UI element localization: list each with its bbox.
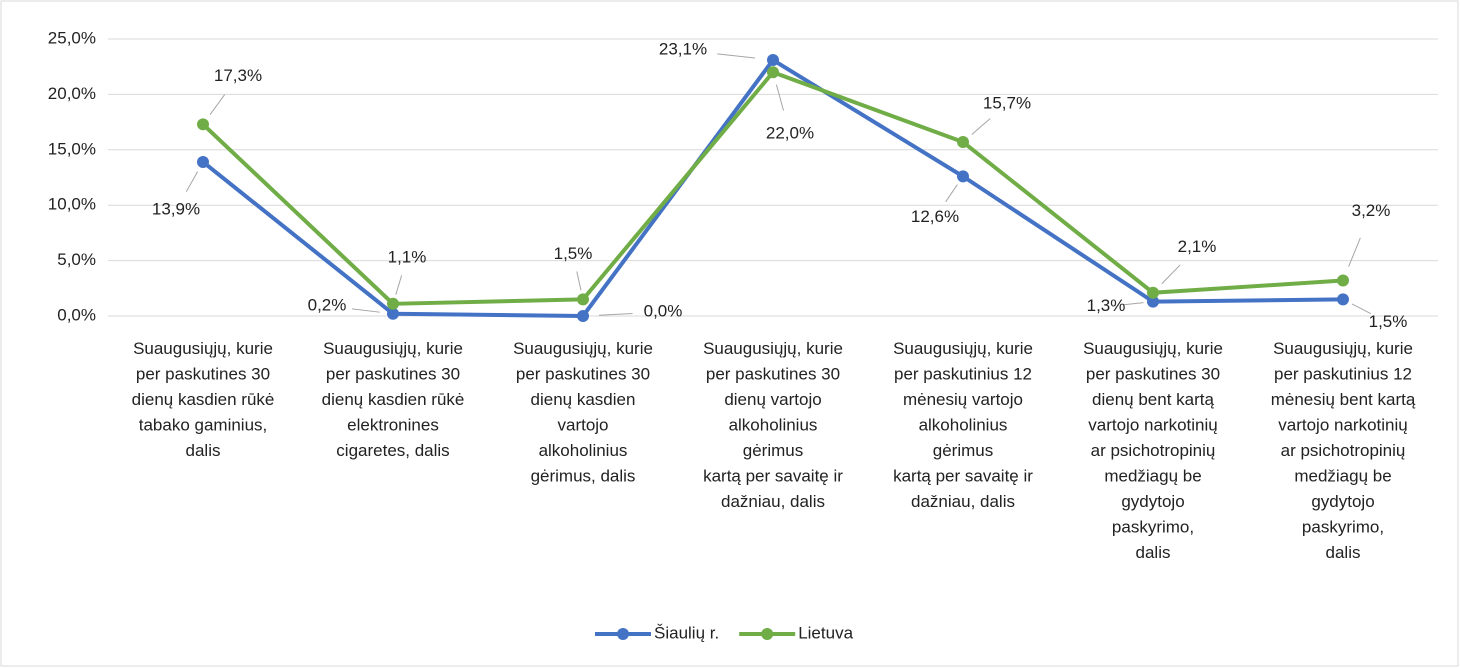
data-label: 12,6% (911, 207, 959, 226)
x-tick-label: Suaugusiųjų, kurie per paskutines 30 dienų… (513, 339, 653, 486)
marker (767, 66, 779, 79)
leader-line (1351, 303, 1372, 315)
legend-marker (761, 628, 774, 640)
data-label: 1,5% (554, 244, 593, 263)
leader-line (395, 275, 403, 295)
y-tick-label: 15,0% (48, 139, 96, 158)
data-label: 15,7% (983, 94, 1031, 113)
leader-line (775, 84, 785, 111)
marker (197, 155, 209, 168)
marker (387, 307, 399, 320)
x-tick-label: Suaugusiųjų, kurie per paskutines 30 dienų… (132, 339, 275, 460)
y-tick-label: 25,0% (48, 28, 96, 47)
marker (577, 310, 589, 322)
x-tick-label: Suaugusiųjų, kurie per paskutines 30 dienų… (322, 339, 465, 460)
data-label: 22,0% (766, 124, 814, 143)
leader-line (598, 313, 633, 316)
leader-line (576, 271, 582, 291)
x-tick-label: Suaugusiųjų, kurie per paskutines 30 dienų… (703, 339, 843, 511)
leader-line (945, 184, 958, 203)
leader-line (1123, 302, 1144, 306)
marker (197, 118, 209, 131)
y-tick-label: 10,0% (48, 195, 96, 214)
data-label: 1,1% (388, 247, 427, 266)
y-tick-label: 0,0% (57, 305, 96, 324)
marker (387, 297, 399, 310)
data-label: 1,5% (1369, 312, 1408, 331)
x-tick-label: Suaugusiųjų, kurie per paskutinius 12 mėne… (1271, 339, 1416, 562)
x-tick-label: Suaugusiųjų, kurie per paskutinius 12 mėne… (893, 339, 1033, 511)
marker (957, 170, 969, 183)
y-tick-label: 20,0% (48, 84, 96, 103)
marker (577, 293, 589, 306)
legend-label: Lietuva (798, 623, 853, 642)
leader-line (352, 308, 380, 313)
leader-line (971, 118, 991, 135)
marker (1337, 274, 1349, 287)
data-label: 3,2% (1352, 201, 1391, 220)
leader-line (1161, 264, 1181, 285)
marker (1147, 286, 1159, 299)
legend-label: Šiaulių r. (654, 623, 719, 642)
x-tick-label: Suaugusiųjų, kurie per paskutines 30 dienų… (1083, 339, 1223, 562)
marker (957, 136, 969, 149)
legend-marker (617, 628, 629, 640)
y-tick-label: 5,0% (57, 250, 96, 269)
data-label: 13,9% (152, 199, 200, 218)
leader-line (717, 53, 756, 59)
data-label: 23,1% (659, 40, 707, 59)
marker (1147, 295, 1159, 308)
leader-line (185, 171, 199, 192)
data-label: 2,1% (1178, 237, 1217, 256)
leader-line (209, 94, 226, 116)
marker (767, 54, 779, 67)
data-label: 0,0% (644, 301, 683, 320)
marker (1337, 293, 1349, 306)
data-label: 1,3% (1087, 296, 1126, 315)
data-label: 17,3% (214, 66, 262, 85)
data-label: 0,2% (308, 295, 347, 314)
leader-line (1348, 237, 1361, 267)
